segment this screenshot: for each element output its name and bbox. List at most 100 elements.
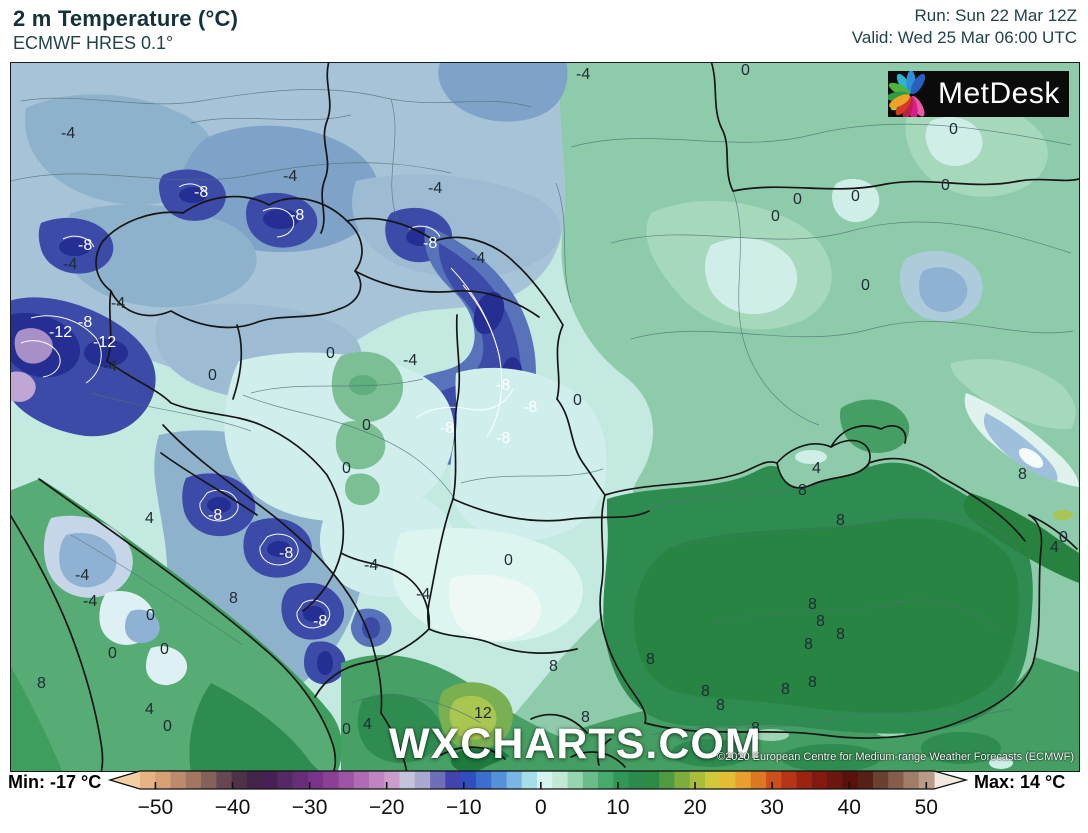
temperature-labels: -4-4-4-8-8-4-8-4-8-4-4-8-12-12-400 -4-8-8… [37,63,1068,738]
svg-text:-4: -4 [364,557,378,574]
svg-text:−40: −40 [215,796,251,819]
svg-text:8: 8 [581,709,590,726]
svg-text:40: 40 [838,796,861,819]
svg-text:−20: −20 [369,796,405,819]
contour-lines [11,89,1074,736]
svg-text:−50: −50 [138,796,174,819]
svg-text:0: 0 [160,641,169,658]
svg-text:0: 0 [793,191,802,208]
svg-text:8: 8 [798,482,807,499]
svg-text:4: 4 [1050,539,1059,556]
colorbar: Min: -17 °C −50 −40 −30 −20 −10 0 10 20 30 40 50 M… [0,768,1088,833]
metdesk-pinwheel-icon [888,71,926,117]
svg-text:0: 0 [1059,529,1068,546]
svg-text:-4: -4 [61,125,75,142]
svg-text:-4: -4 [283,168,297,185]
run-time-label: Run: Sun 22 Mar 12Z [914,6,1077,25]
svg-text:8: 8 [781,681,790,698]
svg-text:-8: -8 [440,420,454,437]
svg-text:-12: -12 [49,324,72,341]
svg-text:4: 4 [363,716,372,733]
svg-text:-8: -8 [496,377,510,394]
wxcharts-watermark: WXCHARTS.COM [389,720,762,768]
svg-text:-4: -4 [416,586,430,603]
svg-text:0: 0 [342,460,351,477]
temperature-field [11,63,1079,771]
svg-text:10: 10 [606,796,629,819]
svg-text:8: 8 [549,658,558,675]
page-title: 2 m Temperature (°C) [13,6,239,31]
svg-text:-8: -8 [290,207,304,224]
svg-text:0: 0 [573,392,582,409]
svg-text:8: 8 [836,512,845,529]
svg-text:0: 0 [163,718,172,735]
svg-text:8: 8 [808,674,817,691]
svg-text:0: 0 [146,607,155,624]
svg-text:30: 30 [760,796,783,819]
svg-text:8: 8 [716,697,725,714]
svg-text:4: 4 [145,510,154,527]
svg-text:-8: -8 [208,507,222,524]
svg-text:8: 8 [229,590,238,607]
svg-text:−10: −10 [446,796,482,819]
svg-text:-8: -8 [78,314,92,331]
svg-text:-4: -4 [83,593,97,610]
svg-text:0: 0 [535,796,547,819]
svg-text:0: 0 [342,721,351,738]
valid-time-label: Valid: Wed 25 Mar 06:00 UTC [851,28,1077,47]
svg-text:8: 8 [816,613,825,630]
svg-text:-8: -8 [194,184,208,201]
svg-text:4: 4 [145,701,154,718]
svg-text:0: 0 [861,277,870,294]
svg-text:-4: -4 [63,256,77,273]
map-frame: -4 -4 -4 -8 -8 -4 -8 -4 -8 -4 -4 -8 -12 -12 -4 0 0 -4 -8 -8… [10,62,1080,772]
svg-text:8: 8 [701,683,710,700]
svg-text:-4: -4 [75,567,89,584]
svg-text:-8: -8 [313,613,327,630]
svg-text:-4: -4 [403,352,417,369]
metdesk-logo: MetDesk [888,71,1069,117]
svg-text:-12: -12 [93,334,116,351]
weather-map: -4-4-4-8-8-4-8-4-8-4-4-8-12-12-400 -4-8-8… [11,63,1079,771]
svg-text:0: 0 [326,345,335,362]
svg-text:-4: -4 [576,66,590,83]
svg-text:-4: -4 [103,358,117,375]
svg-text:0: 0 [741,63,750,79]
svg-text:20: 20 [683,796,706,819]
svg-text:-8: -8 [279,545,293,562]
svg-text:-4: -4 [471,250,485,267]
svg-text:50: 50 [915,796,938,819]
min-temperature-label: Min: -17 °C [8,772,102,792]
model-subtitle: ECMWF HRES 0.1° [13,33,174,53]
white-contours [20,183,514,629]
svg-text:12: 12 [474,705,492,722]
svg-text:8: 8 [751,720,760,737]
colorbar-scale: −50 −40 −30 −20 −10 0 10 20 30 40 50 [107,770,969,819]
svg-text:0: 0 [108,645,117,662]
svg-text:8: 8 [804,636,813,653]
svg-text:0: 0 [362,417,371,434]
metdesk-logo-text: MetDesk [938,77,1060,110]
svg-text:-8: -8 [423,235,437,252]
max-temperature-label: Max: 14 °C [974,772,1066,792]
svg-text:8: 8 [646,651,655,668]
svg-text:4: 4 [812,460,821,477]
svg-text:0: 0 [771,208,780,225]
svg-text:-4: -4 [428,180,442,197]
svg-text:8: 8 [1018,466,1027,483]
svg-text:8: 8 [836,626,845,643]
svg-text:-8: -8 [523,399,537,416]
svg-text:8: 8 [37,675,46,692]
svg-text:0: 0 [941,177,950,194]
country-borders [11,63,1079,771]
svg-text:-4: -4 [111,295,125,312]
svg-text:0: 0 [504,552,513,569]
svg-text:8: 8 [808,596,817,613]
copyright-text: ©2020 European Centre for Medium-range W… [717,751,1074,763]
svg-text:-8: -8 [496,430,510,447]
svg-text:0: 0 [851,188,860,205]
svg-text:−30: −30 [292,796,328,819]
svg-text:0: 0 [208,367,217,384]
svg-text:-8: -8 [78,237,92,254]
